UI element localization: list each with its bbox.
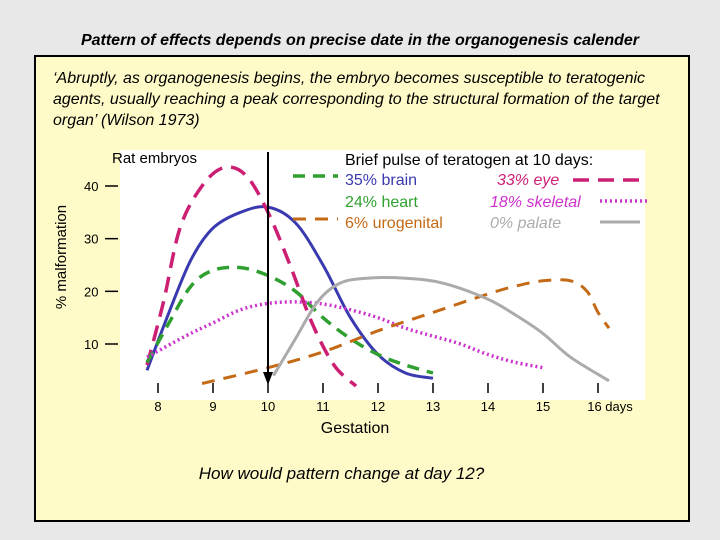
- x-tick-label-12: 12: [371, 399, 385, 414]
- y-tick-label-20: 20: [84, 284, 98, 299]
- legend-label-brain: 35% brain: [345, 172, 417, 189]
- legend-label-heart: 24% heart: [345, 194, 418, 211]
- y-axis-label: % malformation: [53, 205, 70, 309]
- series-lines: [145, 165, 611, 388]
- chart-title: Rat embryos: [112, 150, 197, 167]
- x-tick-label-13: 13: [426, 399, 440, 414]
- y-tick-label-10: 10: [84, 337, 98, 352]
- x-tick-label-10: 10: [261, 399, 275, 414]
- x-axis-label: Gestation: [321, 420, 389, 437]
- x-tick-label-8: 8: [154, 399, 161, 414]
- series-line-brain: [145, 205, 434, 380]
- legend-label-skeletal: 18% skeletal: [490, 194, 581, 211]
- series-line-eye: [145, 165, 358, 388]
- bottom-question: How would pattern change at day 12?: [198, 464, 485, 483]
- x-tick-label-11: 11: [316, 399, 330, 414]
- series-line-heart: [145, 265, 434, 375]
- legend-label-palate: 0% palate: [490, 215, 561, 232]
- x-tick-label-14: 14: [481, 399, 495, 414]
- x-tick-label-9: 9: [209, 399, 216, 414]
- pulse-marker-arrowhead: [263, 372, 273, 385]
- series-line-urogenital: [201, 278, 611, 385]
- y-tick-label-30: 30: [84, 232, 98, 247]
- slide-title: Pattern of effects depends on precise da…: [80, 32, 640, 49]
- legend-label-urogenital: 6% urogenital: [345, 215, 443, 232]
- legend: 35% brain 33% eye 24% heart 18% skeletal 6% …: [293, 172, 650, 232]
- axes: 8 9 10 11 12 13 14 15 16 days 10 20 30 40: [84, 179, 633, 414]
- legend-label-eye: 33% eye: [497, 172, 559, 189]
- series-line-skeletal: [146, 300, 544, 370]
- y-tick-label-40: 40: [84, 179, 98, 194]
- series-line-palate: [272, 276, 610, 383]
- x-tick-label-16: 16 days: [587, 399, 633, 414]
- wilson-quote: ‘Abruptly, as organogenesis begins, the …: [53, 70, 660, 129]
- x-tick-label-15: 15: [536, 399, 550, 414]
- annotation-title: Brief pulse of teratogen at 10 days:: [345, 152, 593, 169]
